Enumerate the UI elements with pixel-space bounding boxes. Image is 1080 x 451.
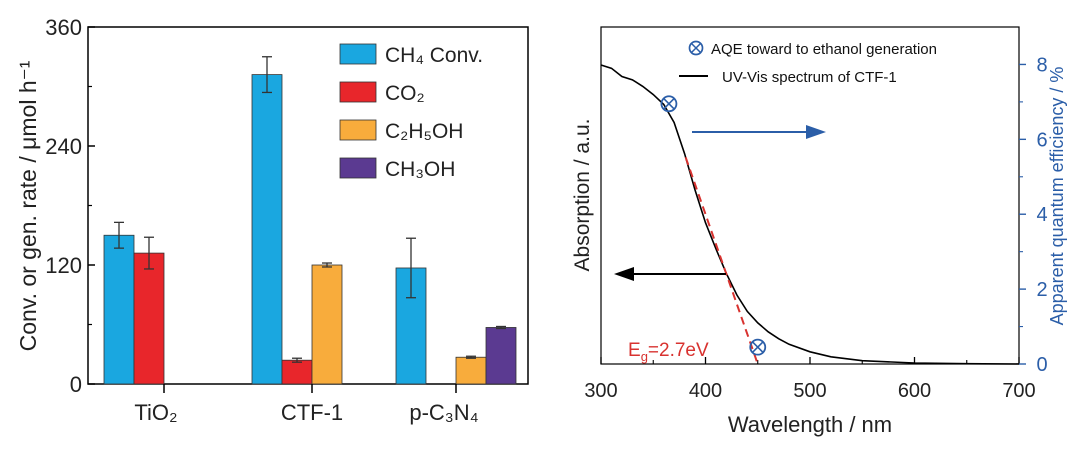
spectrum-x-tick-label: 600 xyxy=(898,380,931,402)
spectrum-x-axis: 300 400 500 600 700 xyxy=(584,357,1036,402)
spectrum-x-tick-label: 500 xyxy=(793,380,826,402)
bar-legend: CH₄ Conv. CO₂ C₂H₅OH CH₃OH xyxy=(339,43,483,181)
error-bar xyxy=(406,237,416,299)
aqe-point xyxy=(749,338,767,356)
bar-series xyxy=(103,56,517,385)
bar-y-tick-label: 240 xyxy=(45,134,82,159)
spectrum-right-axis: 0 2 4 6 8 xyxy=(1019,54,1048,376)
spectrum-x-axis-label: Wavelength / nm xyxy=(728,412,892,437)
error-bar xyxy=(262,56,272,94)
legend-swatch xyxy=(339,81,377,103)
spectrum-right-axis-label: Apparent quantum efficiency / % xyxy=(1047,67,1067,326)
bar-choh xyxy=(485,327,517,385)
aqe-point xyxy=(660,95,678,113)
legend-label: CH₃OH xyxy=(385,158,455,181)
spectrum-right-tick-label: 2 xyxy=(1036,279,1047,301)
legend-aqe-marker xyxy=(688,40,704,56)
error-bar xyxy=(144,236,154,270)
legend-aqe-label: AQE toward to ethanol generation xyxy=(711,41,937,58)
bar-y-axis-label: Conv. or gen. rate / μmol h⁻¹ xyxy=(15,60,41,351)
aqe-points xyxy=(660,95,767,356)
bar-chconv xyxy=(103,234,135,385)
error-bar xyxy=(496,325,506,330)
legend-swatch xyxy=(339,43,377,65)
spectrum-right-tick-label: 6 xyxy=(1036,129,1047,151)
bandgap-tangent-line xyxy=(684,156,759,365)
bar-category-label: TiO₂ xyxy=(134,400,177,425)
error-bar xyxy=(114,221,124,249)
bar-co xyxy=(133,252,165,385)
legend-spectrum-label: UV-Vis spectrum of CTF-1 xyxy=(722,69,897,86)
legend-label: CH₄ Conv. xyxy=(385,44,483,67)
spectrum-legend: AQE toward to ethanol generation UV-Vis … xyxy=(679,40,937,86)
bar-chconv xyxy=(251,74,283,385)
bar-y-tick-label: 120 xyxy=(45,253,82,278)
bar-y-axis: 0 120 240 360 xyxy=(45,15,95,397)
bar-category-label: p-C₃N₄ xyxy=(409,400,478,425)
legend-label: C₂H₅OH xyxy=(385,120,463,143)
error-bar xyxy=(466,355,476,359)
spectrum-x-tick-label: 300 xyxy=(584,380,617,402)
bar-chart: 0 120 240 360 TiO₂ CTF-1 p-C₃N₄ Conv. or gen.… xyxy=(15,15,529,425)
spectrum-chart: 300 400 500 600 700 0 2 4 6 8 Eg=2.7eV AQE towar… xyxy=(571,26,1067,437)
bar-choh xyxy=(455,356,487,385)
spectrum-left-axis-label: Absorption / a.u. xyxy=(571,119,594,272)
spectrum-x-tick-label: 400 xyxy=(689,380,722,402)
bar-y-tick-label: 0 xyxy=(70,372,82,397)
spectrum-right-tick-label: 4 xyxy=(1036,204,1047,226)
spectrum-right-tick-label: 0 xyxy=(1036,354,1047,376)
legend-label: CO₂ xyxy=(385,82,425,105)
bar-co xyxy=(281,359,313,385)
legend-swatch xyxy=(339,157,377,179)
spectrum-right-tick-label: 8 xyxy=(1036,54,1047,76)
error-bar xyxy=(322,262,332,268)
bar-category-label: CTF-1 xyxy=(281,400,343,425)
bar-choh xyxy=(311,264,343,385)
bandgap-label: Eg=2.7eV xyxy=(628,340,709,364)
bar-y-tick-label: 360 xyxy=(45,15,82,40)
spectrum-x-tick-label: 700 xyxy=(1002,380,1035,402)
bar-x-axis: TiO₂ CTF-1 p-C₃N₄ xyxy=(134,384,479,425)
error-bar xyxy=(292,357,302,363)
left-axis-arrow xyxy=(614,267,726,281)
legend-swatch xyxy=(339,119,377,141)
right-axis-arrow xyxy=(692,125,826,139)
